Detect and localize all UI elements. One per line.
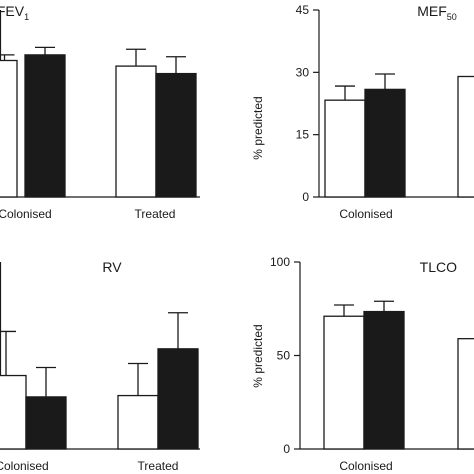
y-ticks: 0 15 30 45 [296, 3, 319, 204]
panel-title: FEV1 [0, 3, 29, 22]
bar-group [0, 46, 197, 198]
y-tick-label: 30 [296, 65, 310, 79]
y-tick-label: 0 [283, 442, 290, 456]
bar-black-colonised [364, 88, 406, 198]
bar-group [323, 300, 474, 450]
bar-black-colonised [363, 310, 405, 450]
y-axis-label: % predicted [251, 324, 265, 387]
bar-white-treated [457, 75, 474, 198]
y-ticks: 0 50 100 [270, 255, 300, 456]
panel-mef50: MEF50 % predicted 0 15 30 45 Colonised [251, 3, 474, 221]
bar-black-colonised [24, 54, 66, 198]
x-tick-label-colonised: Colonised [0, 207, 52, 221]
bar-group [324, 73, 474, 198]
y-tick-label: 15 [296, 128, 310, 142]
bar-white-treated [457, 338, 474, 450]
bar-group [0, 312, 199, 450]
panel-tlco: TLCO % predicted 0 50 100 Colonised [251, 255, 474, 473]
y-tick-label: 0 [302, 190, 309, 204]
bar-white-colonised [324, 99, 366, 198]
panel-title: RV [102, 259, 122, 275]
bar-white-colonised [323, 315, 365, 450]
x-tick-label-colonised: Colonised [339, 459, 392, 473]
y-axis-label: % predicted [251, 96, 265, 159]
y-tick-label: 100 [270, 255, 290, 269]
y-tick-label: 45 [296, 3, 310, 17]
bar-black-treated [155, 72, 197, 198]
panel-fev1: FEV1 Colonised Treated [0, 3, 200, 221]
x-tick-label-treated: Treated [135, 207, 176, 221]
bar-white-colonised [0, 59, 18, 198]
panel-title: MEF50 [417, 3, 457, 22]
y-tick-label: 50 [277, 349, 291, 363]
x-tick-label-colonised: Colonised [0, 459, 49, 473]
x-tick-label-treated: Treated [138, 459, 179, 473]
panel-rv: RV Colonised Treated [0, 259, 200, 473]
bar-black-colonised [25, 396, 67, 450]
bar-black-treated [157, 348, 199, 450]
bar-white-treated [115, 65, 157, 198]
x-tick-label-colonised: Colonised [339, 207, 392, 221]
panel-title: TLCO [420, 259, 457, 275]
bar-white-treated [117, 394, 159, 450]
bar-white-colonised [0, 374, 27, 450]
